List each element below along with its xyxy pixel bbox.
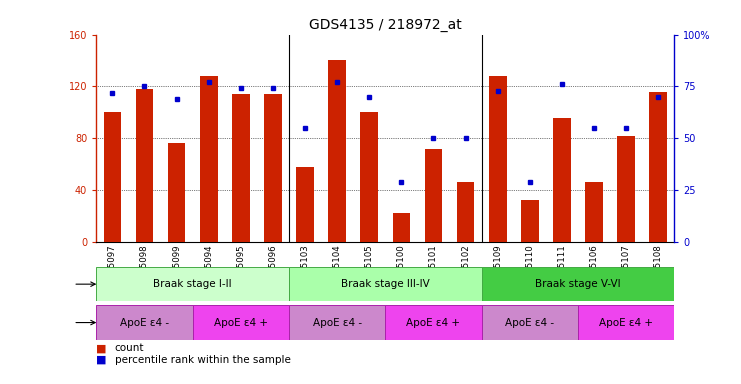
Text: ■: ■ xyxy=(96,343,110,353)
Text: Braak stage III-IV: Braak stage III-IV xyxy=(341,279,430,289)
Bar xyxy=(193,305,289,340)
Bar xyxy=(289,267,482,301)
Bar xyxy=(456,182,474,242)
Bar xyxy=(425,149,442,242)
Bar xyxy=(393,214,411,242)
Bar xyxy=(96,267,289,301)
Bar xyxy=(232,94,250,242)
Text: ApoE ε4 +: ApoE ε4 + xyxy=(214,318,268,328)
Bar xyxy=(482,267,674,301)
Text: Braak stage I-II: Braak stage I-II xyxy=(153,279,232,289)
Bar xyxy=(200,76,218,242)
Bar xyxy=(167,144,185,242)
Text: ApoE ε4 -: ApoE ε4 - xyxy=(505,318,554,328)
Bar xyxy=(328,61,346,242)
Bar xyxy=(289,305,385,340)
Text: ApoE ε4 +: ApoE ε4 + xyxy=(599,318,653,328)
Bar xyxy=(264,94,282,242)
Bar xyxy=(482,305,578,340)
Bar xyxy=(617,136,635,242)
Bar xyxy=(553,118,571,242)
Bar xyxy=(489,76,507,242)
Text: ApoE ε4 -: ApoE ε4 - xyxy=(313,318,362,328)
Bar xyxy=(649,92,667,242)
Title: GDS4135 / 218972_at: GDS4135 / 218972_at xyxy=(309,18,462,32)
Bar xyxy=(385,305,482,340)
Text: ■: ■ xyxy=(96,355,110,365)
Bar xyxy=(578,305,674,340)
Bar xyxy=(136,89,153,242)
Bar xyxy=(296,167,314,242)
Text: ApoE ε4 +: ApoE ε4 + xyxy=(407,318,460,328)
Bar xyxy=(521,200,539,242)
Bar xyxy=(585,182,603,242)
Text: ApoE ε4 -: ApoE ε4 - xyxy=(120,318,169,328)
Bar xyxy=(96,305,193,340)
Text: count: count xyxy=(115,343,144,353)
Text: Braak stage V-VI: Braak stage V-VI xyxy=(535,279,621,289)
Bar xyxy=(104,113,122,242)
Bar xyxy=(360,113,378,242)
Text: percentile rank within the sample: percentile rank within the sample xyxy=(115,355,290,365)
